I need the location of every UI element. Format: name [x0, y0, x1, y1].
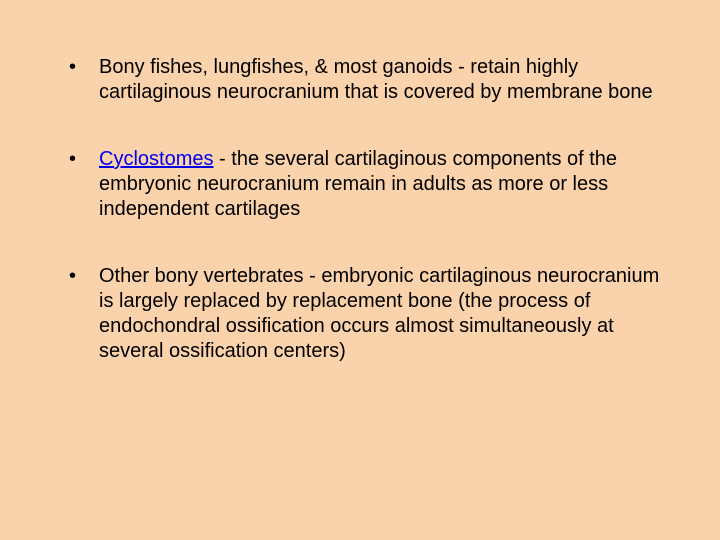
linked-term[interactable]: Cyclostomes — [99, 148, 213, 170]
bullet-list: Bony fishes, lungfishes, & most ganoids … — [45, 55, 675, 364]
list-item: Bony fishes, lungfishes, & most ganoids … — [45, 55, 675, 105]
bullet-text: Bony fishes, lungfishes, & most ganoids … — [99, 56, 653, 103]
bullet-text: Other bony vertebrates - embryonic carti… — [99, 265, 659, 362]
slide-container: Bony fishes, lungfishes, & most ganoids … — [0, 0, 720, 540]
list-item: Cyclostomes - the several cartilaginous … — [45, 147, 675, 222]
list-item: Other bony vertebrates - embryonic carti… — [45, 264, 675, 364]
